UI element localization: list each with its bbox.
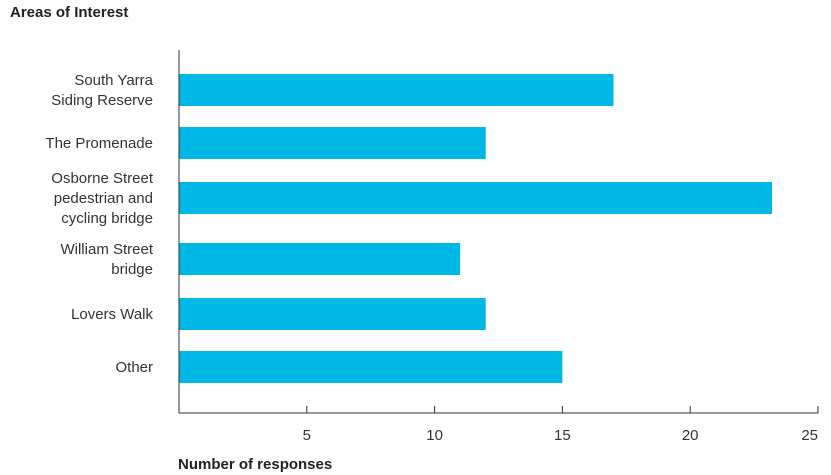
x-tick-label-15: 15 [554,427,571,444]
category-label-line: South Yarra [74,72,153,89]
category-label-3: Osborne Street pedestrian and cycling brid… [51,170,154,227]
bar-5 [179,298,486,330]
category-label-line: pedestrian and [54,190,153,207]
bar-3 [179,182,772,214]
bar-6 [179,351,563,383]
category-label-line: Other [115,359,153,376]
category-label-line: cycling bridge [61,210,153,227]
category-label-6: Other [115,359,153,376]
bar-4 [179,243,461,275]
category-label-line: Siding Reserve [51,92,153,109]
category-label-1: South Yarra Siding Reserve [51,72,153,109]
x-axis-label: Number of responses [178,456,333,473]
category-label-5: Lovers Walk [71,306,153,323]
category-label-4: William Street bridge [60,241,153,278]
category-labels-group: South Yarra Siding Reserve The Promenade Os… [45,72,153,376]
bar-1 [179,74,614,106]
category-label-2: The Promenade [45,135,153,152]
bars-group [179,74,772,383]
category-label-line: Lovers Walk [71,306,153,323]
x-tick-label-5: 5 [303,427,311,444]
bar-2 [179,127,486,159]
x-ticks-group: 5 10 15 20 25 [303,406,819,444]
category-label-line: Osborne Street [51,170,154,187]
category-label-line: William Street [60,241,153,258]
x-tick-label-25: 25 [801,427,818,444]
chart-title: Areas of Interest [10,4,129,21]
category-label-line: The Promenade [45,135,153,152]
x-tick-label-10: 10 [426,427,443,444]
category-label-line: bridge [111,261,153,278]
x-tick-label-20: 20 [682,427,699,444]
